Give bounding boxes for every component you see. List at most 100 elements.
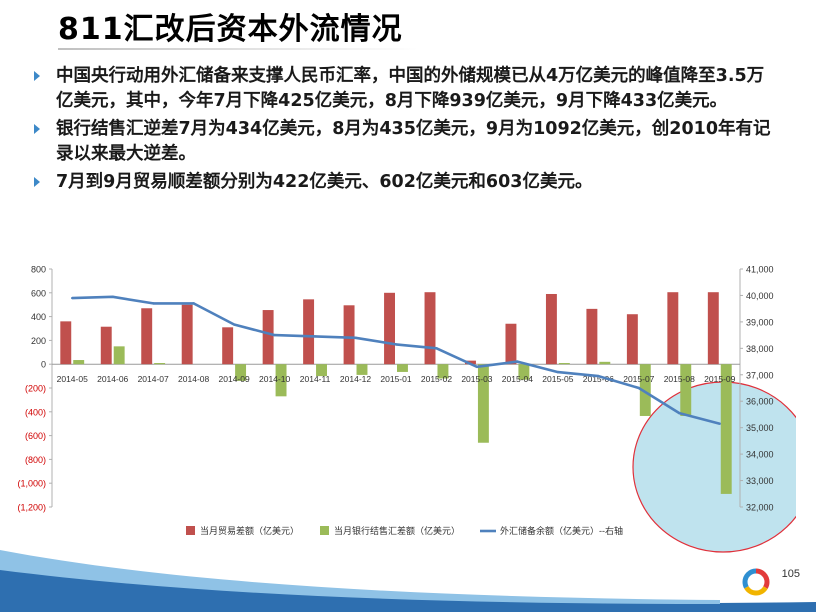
- category-label: 2014-07: [138, 374, 169, 384]
- fx-settlement-bar: [477, 364, 489, 443]
- chart-container: 800 600 400 200 0 (200) (400) (600) (800) (1,000)…: [10, 255, 814, 555]
- fx-reserves-point: [151, 302, 155, 305]
- fx-reserves-point: [475, 365, 479, 369]
- right-tick-label: 35,000: [746, 423, 774, 433]
- fx-settlement-bar: [599, 361, 611, 365]
- fx-reserves-line: [72, 295, 721, 425]
- left-tick-label: 200: [31, 336, 46, 346]
- trade-balance-bar: [343, 305, 355, 365]
- trade-balance-bar: [667, 292, 679, 365]
- right-tick-label: 38,000: [746, 344, 774, 354]
- company-logo: [742, 568, 770, 596]
- fx-reserves-point: [232, 323, 236, 326]
- category-label: 2015-06: [583, 374, 614, 384]
- trade-balance-bar: [60, 321, 72, 365]
- fx-settlement-bar: [316, 364, 327, 377]
- right-tick-label: 40,000: [746, 291, 774, 301]
- fx-settlement-bar: [113, 346, 125, 365]
- trade-balance-bar: [303, 299, 315, 365]
- left-tick-label: (1,000): [17, 479, 46, 489]
- left-tick-label: (1,200): [17, 503, 46, 513]
- left-tick-label: (600): [25, 431, 46, 441]
- highlight-circle: [632, 381, 814, 553]
- fx-settlement-bar: [558, 363, 570, 365]
- category-label: 2014-05: [57, 374, 88, 384]
- fx-settlement-bar: [235, 364, 247, 381]
- trade-balance-bar: [505, 323, 517, 365]
- category-label: 2015-03: [461, 374, 492, 384]
- bullet-text: 7月到9月贸易顺差额分别为422亿美元、602亿美元和603亿美元。: [56, 172, 593, 192]
- category-label: 2014-08: [178, 374, 209, 384]
- category-label: 2014-06: [97, 374, 128, 384]
- bullet-list: 中国央行动用外汇储备来支撑人民币汇率，中国的外储规模已从4万亿美元的峰值降至3.…: [34, 64, 774, 198]
- fx-settlement-bar: [639, 364, 651, 416]
- fx-reserves-point: [111, 295, 114, 298]
- legend-label-settlement: 当月银行结售汇差额（亿美元）: [334, 525, 460, 536]
- category-label: 2015-08: [664, 374, 695, 384]
- fx-settlement-bar: [356, 364, 368, 375]
- trade-balance-bar: [707, 292, 719, 365]
- bullet-arrow-icon: [34, 177, 40, 187]
- trade-balance-bar: [465, 360, 476, 365]
- trade-balance-bar: [424, 292, 436, 365]
- fx-reserves-point: [273, 333, 276, 337]
- fx-settlement-bar: [680, 364, 692, 416]
- right-tick-label: 33,000: [746, 476, 774, 486]
- fx-reserves-point: [556, 370, 560, 374]
- bullet-arrow-icon: [34, 71, 40, 81]
- right-tick-label: 41,000: [746, 265, 774, 275]
- legend-label-trade: 当月贸易差额（亿美元）: [200, 525, 299, 536]
- trade-balance-bar: [222, 327, 234, 365]
- left-tick-label: 600: [31, 288, 46, 298]
- category-label: 2015-07: [623, 374, 654, 384]
- bullet-item: 7月到9月贸易顺差额分别为422亿美元、602亿美元和603亿美元。: [34, 170, 774, 195]
- fx-settlement-bar: [154, 363, 166, 365]
- page-title: 811汇改后资本外流情况: [58, 12, 403, 47]
- fx-reserves-point: [313, 335, 317, 338]
- fx-reserves-point: [435, 347, 438, 350]
- fx-reserves-point: [678, 411, 681, 415]
- title-area: 811汇改后资本外流情况: [58, 4, 418, 50]
- fx-settlement-bar: [397, 364, 408, 372]
- title-underline: [58, 48, 418, 50]
- fx-settlement-bar: [73, 360, 85, 365]
- legend-swatch-trade: [186, 526, 195, 535]
- trade-balance-bar: [626, 314, 638, 365]
- category-label: 2014-12: [340, 374, 371, 384]
- fx-reserves-point: [718, 422, 721, 425]
- fx-reserves-point: [597, 374, 600, 378]
- left-tick-label: 0: [41, 360, 46, 370]
- category-label: 2015-02: [421, 374, 452, 384]
- fx-reserves-point: [192, 302, 195, 305]
- fx-settlement-bar: [720, 364, 732, 494]
- category-label: 2015-04: [502, 374, 533, 384]
- trade-balance-bar: [262, 310, 274, 365]
- category-label: 2015-05: [542, 374, 573, 384]
- left-tick-label: (200): [25, 384, 46, 394]
- page-number: 105: [781, 568, 800, 580]
- fx-reserves-point: [394, 343, 398, 346]
- trade-balance-bar: [384, 292, 395, 365]
- left-tick-label: (800): [25, 455, 46, 465]
- trade-balance-bar: [586, 308, 598, 365]
- right-tick-label: 32,000: [746, 503, 774, 513]
- trade-balance-bar: [141, 308, 153, 365]
- bullet-text: 银行结售汇逆差7月为434亿美元，8月为435亿美元，9月为1092亿美元，创2…: [56, 119, 771, 164]
- left-tick-label: 400: [31, 312, 46, 322]
- category-label: 2014-11: [300, 374, 331, 384]
- right-tick-label: 39,000: [746, 317, 774, 327]
- combo-chart: 800 600 400 200 0 (200) (400) (600) (800) (1,000)…: [17, 265, 814, 553]
- bullet-text: 中国央行动用外汇储备来支撑人民币汇率，中国的外储规模已从4万亿美元的峰值降至3.…: [56, 66, 765, 111]
- fx-reserves-point: [354, 336, 357, 339]
- legend-swatch-settlement: [320, 526, 329, 535]
- trade-balance-bar: [545, 293, 557, 365]
- category-label: 2014-09: [219, 374, 250, 384]
- bullet-item: 中国央行动用外汇储备来支撑人民币汇率，中国的外储规模已从4万亿美元的峰值降至3.…: [34, 64, 774, 114]
- bullet-arrow-icon: [34, 124, 40, 134]
- fx-reserves-point: [71, 296, 74, 300]
- fx-settlement-bar: [437, 364, 449, 379]
- legend-label-reserves: 外汇储备余额（亿美元）--右轴: [500, 525, 623, 536]
- trade-balance-bar: [181, 304, 193, 365]
- left-tick-label: (400): [25, 407, 46, 417]
- fx-reserves-point: [516, 360, 519, 363]
